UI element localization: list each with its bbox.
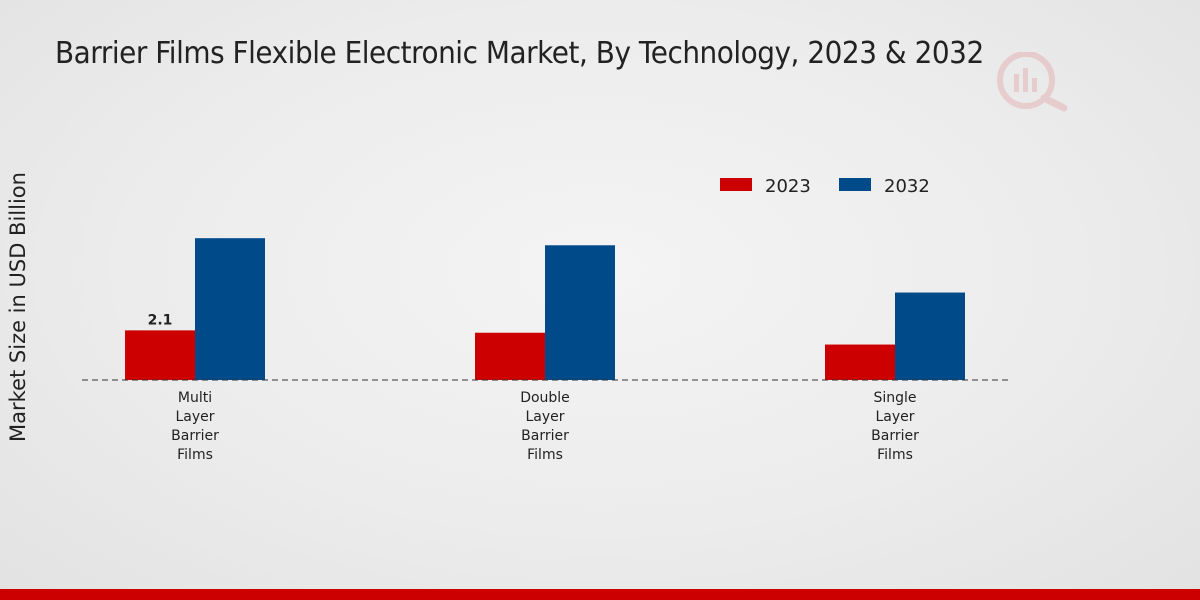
legend-label-2023: 2023: [765, 176, 811, 197]
legend-label-2032: 2032: [884, 176, 930, 197]
legend-swatch-2023: [720, 178, 752, 191]
bar-2032-1: [195, 238, 265, 380]
bar-2032-2: [545, 245, 615, 380]
x-tick-label-1: Multi Layer Barrier Films: [171, 390, 219, 463]
bar-2023-1: [125, 330, 195, 380]
x-tick-label-2: Double Layer Barrier Films: [520, 390, 570, 463]
legend-swatch-2032: [839, 178, 871, 191]
bar-2032-3: [895, 292, 965, 380]
data-label-1: 2.1: [148, 312, 173, 328]
x-tick-label-3: Single Layer Barrier Films: [871, 390, 919, 463]
logo-watermark-icon: [997, 52, 1068, 112]
bottom-accent-bar: [0, 589, 1200, 600]
chart-title: Barrier Films Flexible Electronic Market…: [55, 36, 984, 71]
bar-2023-3: [825, 344, 895, 380]
bar-2023-2: [475, 332, 545, 380]
